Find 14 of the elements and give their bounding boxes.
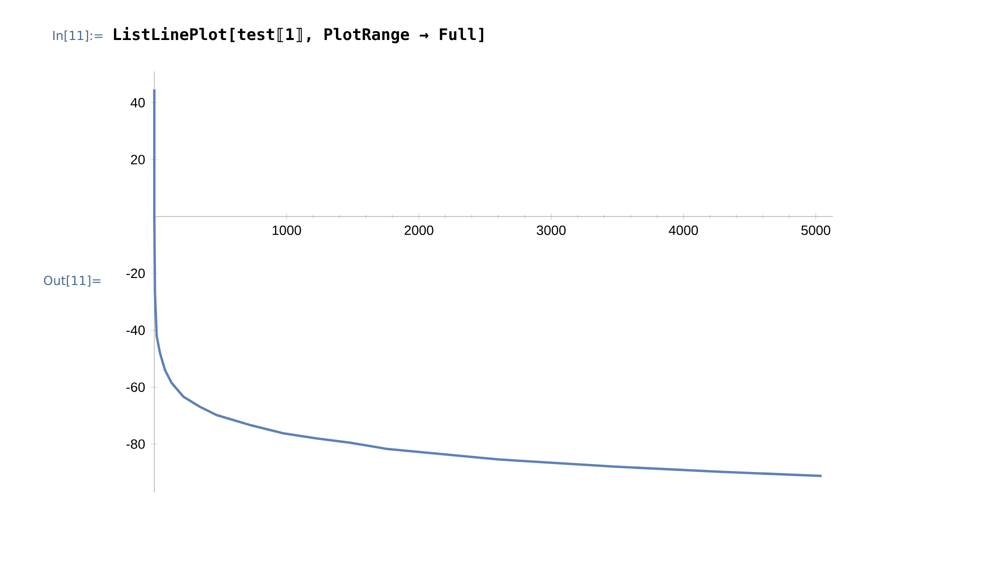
x-tick-label: 4000 (668, 226, 698, 236)
text: In[11]:= (53, 30, 102, 42)
y-tick-label: -60 (126, 382, 145, 392)
y-tick-label: 20 (131, 154, 145, 164)
y-tick-label: -20 (126, 268, 145, 278)
y-tick-label: 40 (130, 98, 145, 108)
text: Out[11]= (44, 276, 100, 287)
x-tick-label: 3000 (536, 226, 566, 236)
y-tick-label: -40 (126, 326, 145, 336)
chart-title: ListLinePlot[test⟦1⟧, PlotRange → Full] (114, 27, 484, 44)
x-tick-label: 5000 (801, 226, 830, 236)
y-tick-label: -80 (126, 439, 145, 449)
x-tick-label: 2000 (404, 226, 434, 236)
x-tick-label: 1000 (272, 226, 302, 236)
